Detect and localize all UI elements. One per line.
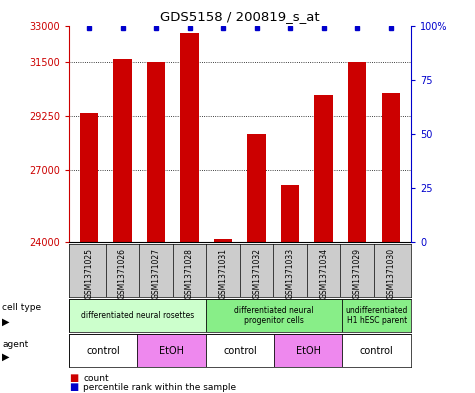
Text: GSM1371033: GSM1371033 xyxy=(285,248,294,299)
Bar xyxy=(281,185,299,242)
Text: EtOH: EtOH xyxy=(296,346,321,356)
Bar xyxy=(137,334,206,367)
Text: GSM1371026: GSM1371026 xyxy=(118,248,127,299)
Text: EtOH: EtOH xyxy=(159,346,184,356)
Bar xyxy=(348,62,366,242)
Text: ■: ■ xyxy=(69,373,78,383)
Bar xyxy=(206,299,342,332)
Text: differentiated neural rosettes: differentiated neural rosettes xyxy=(81,311,194,320)
Text: cell type: cell type xyxy=(2,303,41,312)
Bar xyxy=(69,299,206,332)
Text: differentiated neural
progenitor cells: differentiated neural progenitor cells xyxy=(234,306,314,325)
Bar xyxy=(180,33,199,242)
Bar xyxy=(80,113,98,242)
Text: ▶: ▶ xyxy=(2,352,10,362)
Bar xyxy=(114,59,132,242)
Bar xyxy=(342,299,411,332)
Text: control: control xyxy=(223,346,257,356)
Text: GSM1371030: GSM1371030 xyxy=(386,248,395,299)
Bar xyxy=(381,93,400,242)
Bar xyxy=(214,239,232,242)
Bar xyxy=(247,134,266,242)
Text: GSM1371032: GSM1371032 xyxy=(252,248,261,299)
Text: ■: ■ xyxy=(69,382,78,392)
Text: ▶: ▶ xyxy=(2,316,10,326)
Bar xyxy=(314,95,333,242)
Text: GSM1371034: GSM1371034 xyxy=(319,248,328,299)
Bar xyxy=(206,334,274,367)
Text: GSM1371028: GSM1371028 xyxy=(185,248,194,299)
Bar xyxy=(342,334,411,367)
Bar xyxy=(147,62,165,242)
Text: control: control xyxy=(86,346,120,356)
Text: undifferentiated
H1 hESC parent: undifferentiated H1 hESC parent xyxy=(345,306,408,325)
Text: count: count xyxy=(83,374,109,382)
Text: GSM1371031: GSM1371031 xyxy=(218,248,228,299)
Title: GDS5158 / 200819_s_at: GDS5158 / 200819_s_at xyxy=(160,10,320,23)
Text: GSM1371027: GSM1371027 xyxy=(152,248,161,299)
Text: GSM1371025: GSM1371025 xyxy=(85,248,94,299)
Text: agent: agent xyxy=(2,340,28,349)
Text: GSM1371029: GSM1371029 xyxy=(353,248,362,299)
Text: percentile rank within the sample: percentile rank within the sample xyxy=(83,383,236,391)
Bar xyxy=(69,334,137,367)
Text: control: control xyxy=(360,346,394,356)
Bar xyxy=(274,334,342,367)
